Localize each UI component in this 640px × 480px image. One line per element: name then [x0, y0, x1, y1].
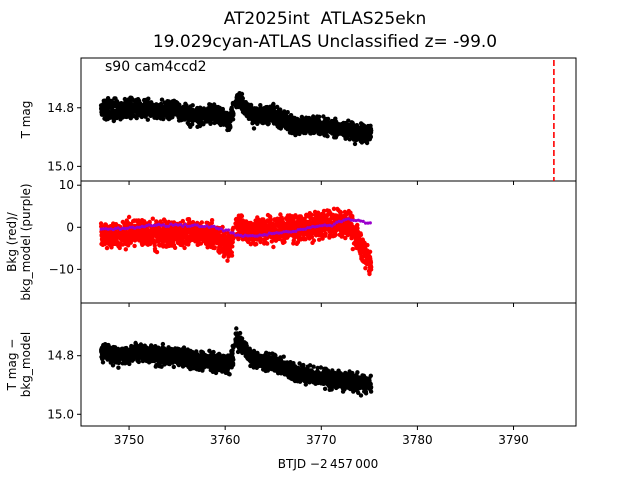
chart-title-line-1: AT2025int ATLAS25ekn	[223, 9, 427, 29]
data-point	[116, 365, 121, 370]
chart-title-line-2: 19.029cyan-ATLAS Unclassified z= -99.0	[152, 32, 498, 52]
data-point	[271, 101, 276, 107]
panel-2-series-1	[98, 206, 374, 277]
data-point	[231, 111, 236, 116]
data-point	[146, 96, 151, 101]
data-point	[309, 212, 314, 217]
data-point	[230, 236, 236, 242]
data-point	[230, 117, 236, 122]
data-point	[211, 349, 216, 355]
data-point	[212, 245, 217, 250]
data-point	[368, 221, 372, 225]
data-point	[199, 220, 204, 225]
data-point	[367, 249, 373, 254]
data-point	[275, 216, 280, 221]
data-point	[265, 241, 270, 246]
data-point	[132, 243, 137, 249]
panel-2-ytick-label: −10	[49, 262, 74, 276]
panel-2-ytick-label: 0	[66, 220, 74, 234]
data-point	[268, 217, 273, 222]
data-point	[160, 341, 166, 347]
data-point	[258, 103, 263, 108]
panel-1-ytick-label: 15.0	[47, 159, 74, 173]
panel-2-ylabel: bkg_model (purple)	[19, 183, 33, 300]
data-point	[145, 117, 150, 122]
data-point	[311, 238, 317, 243]
data-point	[231, 231, 235, 235]
data-point	[358, 232, 364, 238]
data-point	[159, 97, 165, 102]
data-point	[126, 214, 132, 220]
data-point	[229, 253, 235, 258]
data-point	[368, 134, 373, 140]
data-point	[127, 361, 132, 367]
data-point	[278, 107, 283, 112]
data-point	[239, 213, 245, 219]
data-point	[239, 91, 245, 97]
panel-3-series-1	[99, 326, 374, 398]
data-point	[271, 244, 276, 250]
data-point	[190, 122, 195, 127]
data-point	[325, 134, 330, 139]
data-point	[254, 241, 259, 247]
data-point	[172, 245, 178, 250]
data-point	[367, 271, 372, 277]
panel-2-ytick-label: 10	[59, 178, 74, 192]
data-point	[363, 266, 368, 271]
data-point	[136, 359, 141, 365]
data-point	[171, 364, 176, 370]
data-point	[229, 105, 234, 111]
data-point	[100, 360, 106, 365]
data-point	[323, 231, 328, 236]
data-point	[154, 249, 160, 255]
data-point	[325, 116, 331, 122]
data-point	[333, 232, 338, 237]
data-point	[240, 96, 245, 101]
panel-1-ylabel: T mag	[19, 101, 33, 140]
data-point	[359, 140, 365, 145]
data-point	[99, 224, 104, 229]
panel-1-ytick-label: 14.8	[47, 101, 74, 115]
panel-2-ylabel: Bkg (red)/	[5, 211, 19, 272]
data-point	[152, 243, 157, 248]
data-point	[209, 218, 215, 223]
data-point	[275, 104, 280, 110]
data-point	[346, 118, 351, 123]
data-point	[117, 245, 122, 251]
data-point	[150, 216, 155, 221]
data-point	[298, 215, 304, 220]
data-point	[180, 218, 185, 224]
data-point	[368, 267, 374, 272]
data-point	[190, 103, 195, 108]
data-point	[147, 219, 152, 225]
data-point	[338, 210, 343, 215]
data-point	[365, 242, 370, 248]
data-point	[220, 106, 225, 112]
data-point	[251, 126, 257, 131]
data-point	[303, 237, 308, 242]
data-point	[285, 110, 290, 115]
data-point	[225, 258, 230, 263]
data-point	[123, 247, 128, 252]
data-point	[166, 224, 170, 228]
data-point	[258, 236, 264, 242]
data-point	[282, 239, 287, 245]
panel-1-series-1	[98, 91, 374, 147]
data-point	[228, 124, 233, 129]
data-point	[182, 245, 187, 251]
data-point	[368, 130, 374, 135]
data-point	[317, 114, 322, 120]
data-point	[230, 244, 235, 249]
data-point	[295, 240, 301, 245]
data-point	[198, 241, 204, 246]
data-point	[104, 245, 110, 251]
data-point	[226, 228, 231, 232]
data-point	[352, 141, 358, 147]
data-point	[161, 116, 166, 122]
